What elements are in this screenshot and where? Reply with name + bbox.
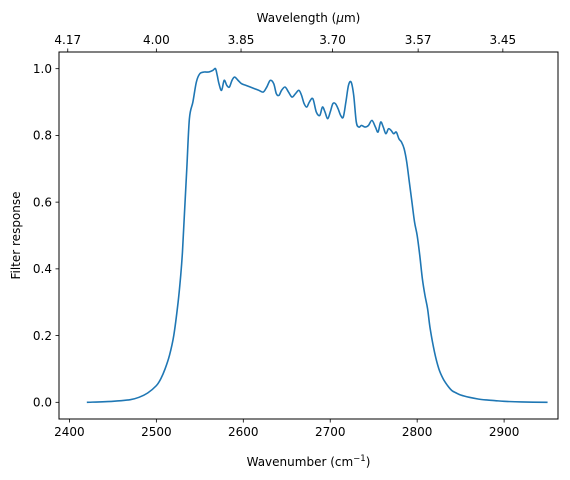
x-tick-label: 2900	[489, 425, 520, 439]
y-tick-label: 0.0	[33, 396, 52, 410]
top-tick-label: 3.57	[405, 33, 432, 47]
plot-frame	[58, 51, 559, 420]
y-tick-label: 1.0	[33, 62, 52, 76]
top-tick-label: 3.45	[489, 33, 516, 47]
y-axis-label: Filter response	[9, 191, 23, 279]
y-tick-label: 0.6	[33, 195, 52, 209]
x-tick-label: 2600	[228, 425, 259, 439]
x-axis-label: Wavenumber (cm−1)	[247, 454, 371, 469]
y-tick-label: 0.8	[33, 129, 52, 143]
top-axis-label: Wavelength (μm)	[257, 11, 361, 25]
x-tick-label: 2400	[54, 425, 85, 439]
x-tick-label: 2700	[315, 425, 346, 439]
top-tick-label: 4.17	[54, 33, 81, 47]
x-tick-label: 2800	[402, 425, 433, 439]
y-tick-label: 0.4	[33, 262, 52, 276]
y-tick-label: 0.2	[33, 329, 52, 343]
series-line-0	[86, 67, 548, 404]
top-tick-label: 4.00	[143, 33, 170, 47]
top-tick-label: 3.70	[319, 33, 346, 47]
x-tick-label: 2500	[141, 425, 172, 439]
top-tick-label: 3.85	[228, 33, 255, 47]
